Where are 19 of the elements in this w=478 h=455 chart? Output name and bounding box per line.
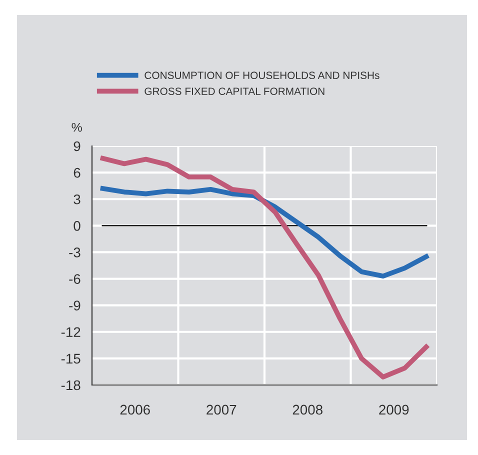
y-tick-label: 9 (74, 141, 80, 152)
line-series (100, 186, 429, 279)
y-tick-label: 6 (74, 168, 80, 178)
y-tick-label: -15 (61, 354, 80, 364)
y-tick-label: -6 (69, 274, 80, 284)
x-tick-label: 2009 (379, 404, 409, 415)
y-tick-label: -12 (61, 327, 80, 337)
y-axis-title: % (72, 122, 82, 132)
y-tick-label: -9 (69, 300, 80, 311)
x-tick-label: 2008 (292, 404, 322, 415)
y-tick-label: -3 (69, 248, 80, 258)
legend-label: CONSUMPTION OF HOUSEHOLDS AND NPISHs (144, 72, 380, 80)
x-tick-label: 2006 (120, 404, 150, 415)
y-tick-label: 0 (74, 221, 80, 231)
x-tick-label: 2007 (206, 404, 236, 415)
y-tick-label: 3 (74, 194, 80, 204)
y-tick-label: -18 (61, 380, 80, 390)
line-series (100, 156, 429, 380)
legend-label: GROSS FIXED CAPITAL FORMATION (144, 88, 324, 95)
